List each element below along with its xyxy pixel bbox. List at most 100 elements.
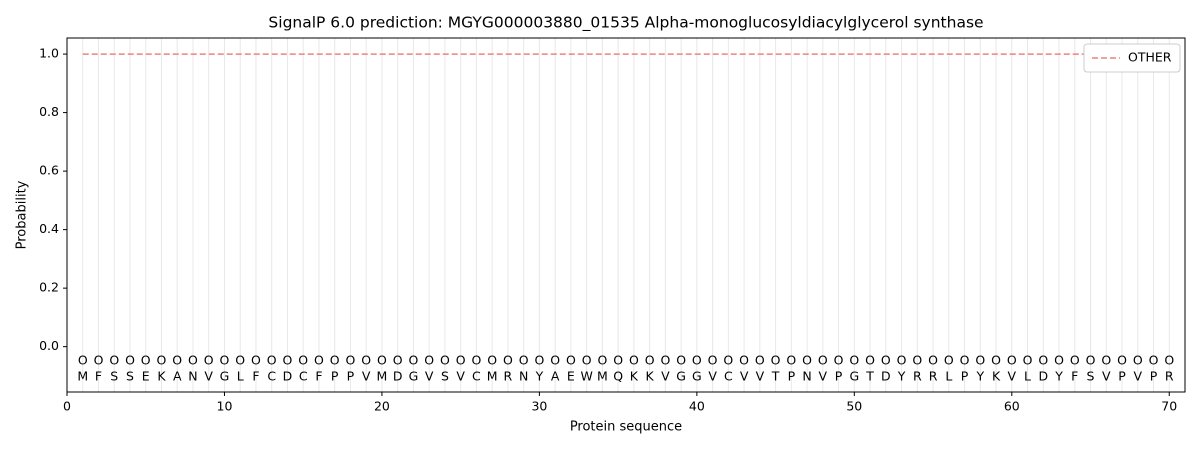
residue-letter: K xyxy=(630,369,639,384)
residue-label: O xyxy=(330,353,340,368)
residue-label: O xyxy=(424,353,434,368)
residue-label: O xyxy=(204,353,214,368)
residue-letter: N xyxy=(188,369,197,384)
residue-letter: V xyxy=(204,369,213,384)
residue-label: O xyxy=(771,353,781,368)
residue-label: O xyxy=(172,353,182,368)
x-tick-label: 50 xyxy=(846,399,862,414)
residue-letter: K xyxy=(157,369,166,384)
x-tick-label: 70 xyxy=(1161,399,1177,414)
x-tick-label: 10 xyxy=(217,399,233,414)
residue-label: O xyxy=(188,353,198,368)
residue-label: O xyxy=(125,353,135,368)
residue-label: O xyxy=(755,353,765,368)
residue-label: O xyxy=(1038,353,1048,368)
x-tick-label: 60 xyxy=(1004,399,1020,414)
residue-label: O xyxy=(346,353,356,368)
residue-letter: V xyxy=(819,369,828,384)
residue-label: O xyxy=(1086,353,1096,368)
residue-letter: V xyxy=(756,369,765,384)
residue-label: O xyxy=(283,353,293,368)
residue-label: O xyxy=(849,353,859,368)
residue-letter: P xyxy=(788,369,796,384)
residue-label: O xyxy=(235,353,245,368)
residue-letter: Y xyxy=(1054,369,1063,384)
residue-label: O xyxy=(928,353,938,368)
residue-label: O xyxy=(1023,353,1033,368)
residue-label: O xyxy=(660,353,670,368)
residue-letter: M xyxy=(487,369,498,384)
y-tick-label: 0.2 xyxy=(39,280,59,295)
residue-letter: N xyxy=(802,369,811,384)
residue-letter: P xyxy=(835,369,843,384)
residue-label: O xyxy=(975,353,985,368)
residue-label: O xyxy=(393,353,403,368)
residue-label: O xyxy=(141,353,151,368)
residue-letter: M xyxy=(377,369,388,384)
residue-letter: T xyxy=(771,369,780,384)
residue-letter: E xyxy=(142,369,150,384)
y-tick-label: 1.0 xyxy=(39,46,59,61)
y-tick-label: 0.8 xyxy=(39,104,59,119)
residue-label: O xyxy=(1117,353,1127,368)
residue-letter: W xyxy=(580,369,592,384)
residue-label: O xyxy=(645,353,655,368)
residue-letter: V xyxy=(362,369,371,384)
residue-label: O xyxy=(912,353,922,368)
residue-letter: M xyxy=(77,369,88,384)
residue-letter: A xyxy=(173,369,182,384)
residue-label: O xyxy=(991,353,1001,368)
residue-letter: V xyxy=(456,369,465,384)
residue-letter: V xyxy=(740,369,749,384)
residue-label: O xyxy=(723,353,733,368)
residue-letter: M xyxy=(597,369,608,384)
residue-label: O xyxy=(267,353,277,368)
chart-title: SignalP 6.0 prediction: MGYG000003880_01… xyxy=(268,14,983,33)
residue-label: O xyxy=(708,353,718,368)
x-tick-label: 40 xyxy=(689,399,705,414)
residue-label: O xyxy=(456,353,466,368)
residue-label: O xyxy=(1149,353,1159,368)
residue-label: O xyxy=(802,353,812,368)
residue-label: O xyxy=(960,353,970,368)
residue-letter: D xyxy=(881,369,891,384)
residue-label: O xyxy=(1007,353,1017,368)
residue-label: O xyxy=(944,353,954,368)
residue-label: O xyxy=(519,353,529,368)
residue-label: O xyxy=(78,353,88,368)
residue-letter: P xyxy=(1150,369,1158,384)
residue-label: O xyxy=(582,353,592,368)
residue-letter: V xyxy=(708,369,717,384)
residue-label: O xyxy=(897,353,907,368)
residue-label: O xyxy=(361,353,371,368)
residue-letter: P xyxy=(1118,369,1126,384)
residue-label: O xyxy=(613,353,623,368)
residue-label: O xyxy=(676,353,686,368)
residue-letter: K xyxy=(992,369,1001,384)
residue-letter: C xyxy=(299,369,308,384)
residue-label: O xyxy=(157,353,167,368)
residue-label: O xyxy=(440,353,450,368)
y-tick-label: 0.6 xyxy=(39,163,59,178)
residue-letter: K xyxy=(646,369,655,384)
residue-label: O xyxy=(692,353,702,368)
x-tick-label: 0 xyxy=(63,399,71,414)
residue-letter: C xyxy=(472,369,481,384)
residue-letter: F xyxy=(315,369,322,384)
residue-letter: T xyxy=(865,369,874,384)
residue-letter: V xyxy=(1008,369,1017,384)
residue-label: O xyxy=(471,353,481,368)
residue-letter: N xyxy=(519,369,528,384)
residue-letter: S xyxy=(1087,369,1095,384)
residue-label: O xyxy=(1054,353,1064,368)
residue-label: O xyxy=(865,353,875,368)
residue-label: O xyxy=(298,353,308,368)
residue-letter: R xyxy=(1165,369,1174,384)
residue-letter: Q xyxy=(613,369,623,384)
residue-label: O xyxy=(220,353,230,368)
residue-label: O xyxy=(1070,353,1080,368)
residue-label: O xyxy=(109,353,119,368)
residue-letter: D xyxy=(393,369,403,384)
